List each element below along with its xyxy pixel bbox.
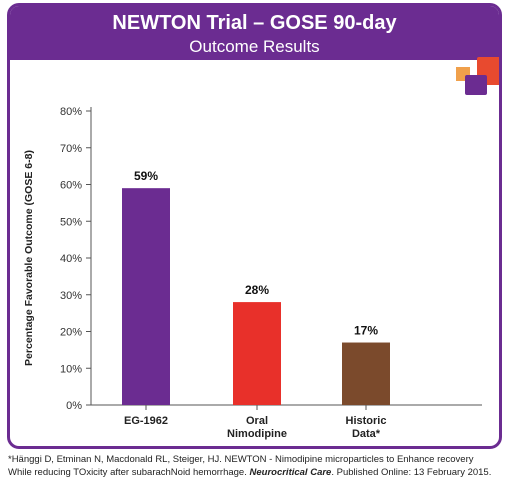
footnote: *Hänggi D, Etminan N, Macdonald RL, Stei…	[8, 453, 508, 479]
slide-subtitle: Outcome Results	[189, 37, 320, 56]
y-tick-label: 70%	[60, 143, 82, 155]
y-tick-label: 50%	[60, 216, 82, 228]
footnote-citation: While reducing TOxicity after subarachNo…	[8, 467, 250, 478]
y-tick-label: 20%	[60, 327, 82, 339]
bar	[233, 302, 281, 405]
bar	[122, 188, 170, 405]
y-tick-label: 0%	[66, 400, 82, 412]
slide-header: NEWTON Trial – GOSE 90-day Outcome Resul…	[10, 6, 499, 60]
footnote-line-2: While reducing TOxicity after subarachNo…	[8, 466, 508, 479]
footnote-line-1: *Hänggi D, Etminan N, Macdonald RL, Stei…	[8, 454, 474, 465]
bar	[342, 342, 390, 405]
y-axis-label: Percentage Favorable Outcome (GOSE 6-8)	[23, 150, 35, 366]
y-tick-label: 80%	[60, 106, 82, 118]
y-tick-label: 10%	[60, 363, 82, 375]
x-tick-label: Nimodipine	[227, 428, 287, 440]
x-tick-label: Historic	[346, 415, 387, 427]
y-tick-label: 30%	[60, 290, 82, 302]
slide-frame: NEWTON Trial – GOSE 90-day Outcome Resul…	[7, 3, 502, 449]
bar-value-label: 59%	[134, 169, 158, 183]
y-tick-label: 60%	[60, 180, 82, 192]
x-tick-label: EG-1962	[124, 415, 168, 427]
logo-square-purple	[465, 75, 487, 95]
bar-chart: 0% 10% 20% 30% 40% 50% 60% 70% 80% Percentage Fav…	[23, 106, 482, 440]
footnote-citation-end: . Published Online: 13 February 2015.	[331, 467, 492, 478]
bar-value-label: 28%	[245, 283, 269, 297]
x-tick-label: Data*	[352, 428, 381, 440]
x-tick-label: Oral	[246, 415, 268, 427]
slide-title: NEWTON Trial – GOSE 90-day	[112, 12, 397, 34]
footnote-journal: Neurocritical Care	[249, 467, 332, 478]
y-tick-label: 40%	[60, 253, 82, 265]
bar-value-label: 17%	[354, 324, 378, 338]
